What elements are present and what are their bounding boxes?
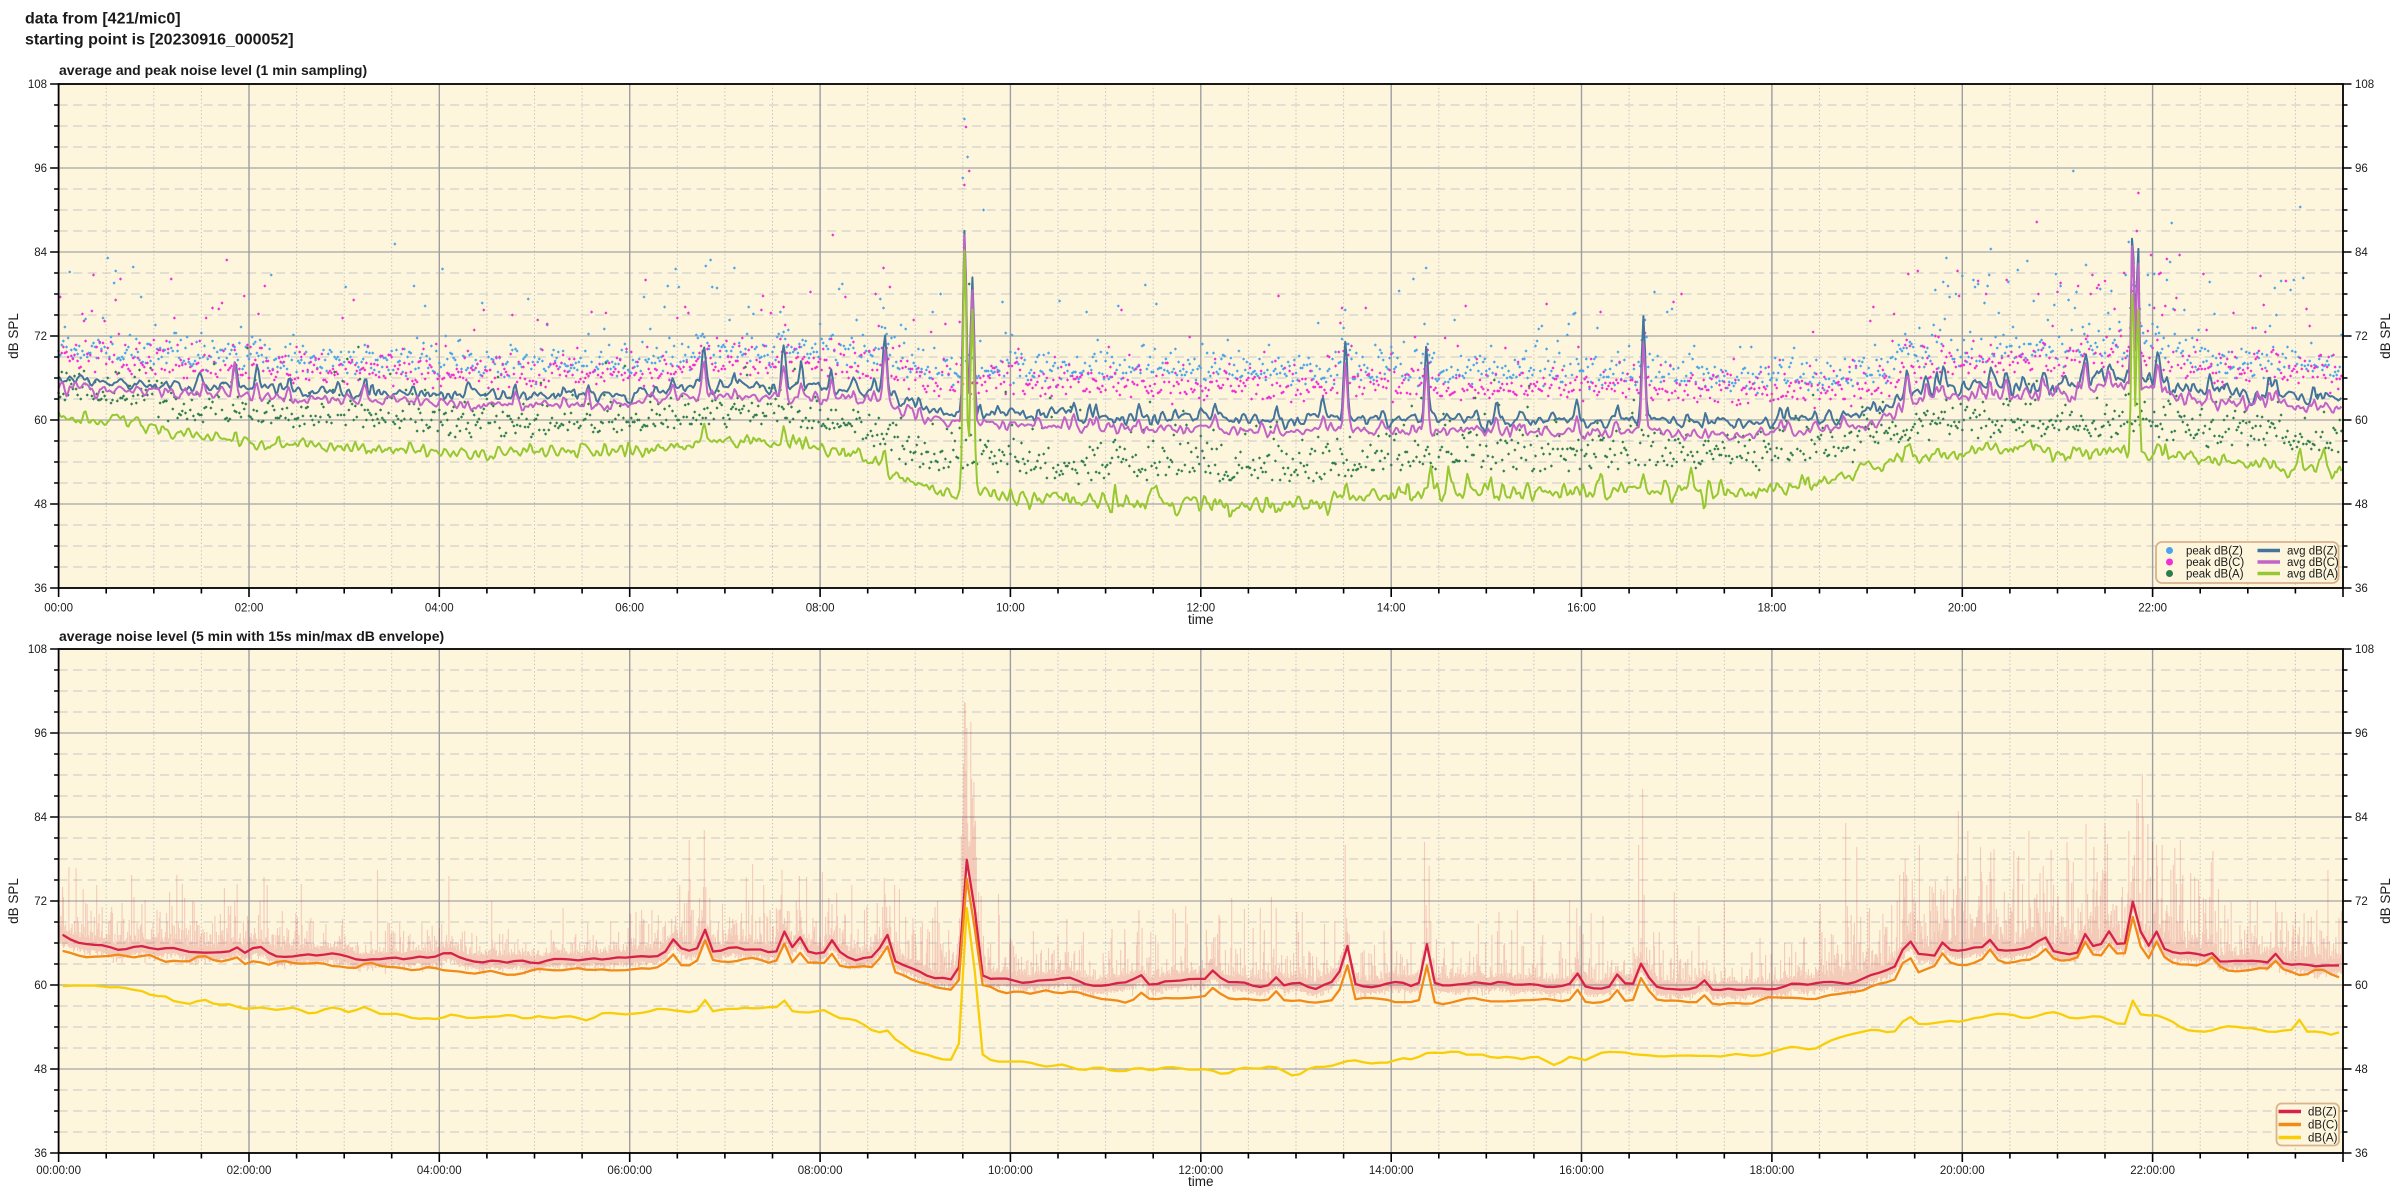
svg-text:10:00: 10:00 (996, 603, 1025, 615)
svg-text:12:00:00: 12:00:00 (1178, 1165, 1223, 1177)
svg-text:60: 60 (2355, 415, 2368, 427)
svg-text:08:00: 08:00 (806, 603, 835, 615)
svg-text:06:00:00: 06:00:00 (607, 1165, 652, 1177)
svg-text:48: 48 (2355, 499, 2368, 511)
svg-text:02:00:00: 02:00:00 (227, 1165, 272, 1177)
svg-text:02:00: 02:00 (235, 603, 264, 615)
svg-text:peak dB(A): peak dB(A) (2186, 569, 2244, 581)
svg-text:time: time (1188, 1174, 1214, 1189)
svg-text:dB SPL: dB SPL (6, 313, 21, 359)
svg-text:20:00: 20:00 (1948, 603, 1977, 615)
svg-text:72: 72 (34, 331, 47, 343)
svg-text:starting point is [20230916_00: starting point is [20230916_000052] (25, 32, 294, 49)
svg-text:dB(Z): dB(Z) (2308, 1107, 2337, 1119)
svg-text:84: 84 (2355, 247, 2368, 259)
svg-text:average noise level (5 min wit: average noise level (5 min with 15s min/… (59, 628, 444, 644)
svg-text:16:00: 16:00 (1567, 603, 1596, 615)
svg-text:22:00:00: 22:00:00 (2130, 1165, 2175, 1177)
svg-text:72: 72 (2355, 331, 2368, 343)
svg-text:108: 108 (2355, 644, 2374, 656)
svg-text:06:00: 06:00 (615, 603, 644, 615)
svg-text:84: 84 (34, 247, 47, 259)
svg-text:72: 72 (34, 896, 47, 908)
svg-text:avg dB(A): avg dB(A) (2287, 569, 2338, 581)
svg-text:dB SPL: dB SPL (2378, 878, 2393, 924)
svg-text:108: 108 (2355, 79, 2374, 91)
svg-text:36: 36 (2355, 1148, 2368, 1160)
svg-text:avg dB(Z): avg dB(Z) (2287, 546, 2338, 558)
svg-text:60: 60 (34, 980, 47, 992)
svg-text:48: 48 (2355, 1064, 2368, 1076)
svg-text:20:00:00: 20:00:00 (1940, 1165, 1985, 1177)
svg-text:peak dB(C): peak dB(C) (2186, 557, 2244, 569)
svg-text:14:00:00: 14:00:00 (1369, 1165, 1414, 1177)
svg-text:108: 108 (28, 644, 47, 656)
svg-text:04:00:00: 04:00:00 (417, 1165, 462, 1177)
svg-text:96: 96 (2355, 163, 2368, 175)
svg-text:14:00: 14:00 (1377, 603, 1406, 615)
svg-text:84: 84 (2355, 812, 2368, 824)
svg-text:48: 48 (34, 499, 47, 511)
svg-text:60: 60 (34, 415, 47, 427)
svg-text:36: 36 (34, 1148, 47, 1160)
svg-text:avg dB(C): avg dB(C) (2287, 557, 2339, 569)
svg-text:data from [421/mic0]: data from [421/mic0] (25, 11, 181, 28)
svg-text:96: 96 (34, 163, 47, 175)
svg-text:72: 72 (2355, 896, 2368, 908)
svg-text:48: 48 (34, 1064, 47, 1076)
svg-text:dB SPL: dB SPL (6, 878, 21, 924)
svg-text:dB(C): dB(C) (2308, 1120, 2338, 1132)
svg-text:dB(A): dB(A) (2308, 1133, 2338, 1145)
svg-text:16:00:00: 16:00:00 (1559, 1165, 1604, 1177)
svg-text:22:00: 22:00 (2138, 603, 2167, 615)
svg-text:108: 108 (28, 79, 47, 91)
svg-text:96: 96 (34, 728, 47, 740)
svg-text:60: 60 (2355, 980, 2368, 992)
svg-text:00:00: 00:00 (44, 603, 73, 615)
svg-text:18:00:00: 18:00:00 (1750, 1165, 1795, 1177)
svg-text:08:00:00: 08:00:00 (798, 1165, 843, 1177)
svg-text:time: time (1188, 612, 1214, 627)
svg-text:00:00:00: 00:00:00 (36, 1165, 81, 1177)
svg-text:18:00: 18:00 (1758, 603, 1787, 615)
svg-text:dB SPL: dB SPL (2378, 313, 2393, 359)
svg-text:04:00: 04:00 (425, 603, 454, 615)
svg-text:average and peak noise level (: average and peak noise level (1 min samp… (59, 62, 367, 78)
svg-text:12:00: 12:00 (1186, 603, 1215, 615)
svg-text:peak dB(Z): peak dB(Z) (2186, 546, 2243, 558)
svg-text:36: 36 (2355, 583, 2368, 595)
svg-text:84: 84 (34, 812, 47, 824)
svg-text:36: 36 (34, 583, 47, 595)
svg-text:10:00:00: 10:00:00 (988, 1165, 1033, 1177)
svg-text:96: 96 (2355, 728, 2368, 740)
